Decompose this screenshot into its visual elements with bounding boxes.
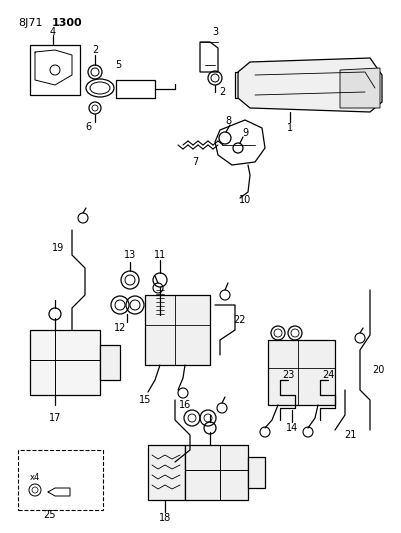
Text: 3: 3 [212,27,218,37]
Polygon shape [340,68,380,108]
Text: 6: 6 [85,122,91,132]
Text: 4: 4 [50,27,56,37]
Text: 21: 21 [344,430,356,440]
Text: 13: 13 [124,250,136,260]
Text: 22: 22 [234,315,246,325]
Text: 20: 20 [372,365,384,375]
Text: 24: 24 [322,370,334,380]
Text: 15: 15 [139,395,151,405]
Text: 2: 2 [92,45,98,55]
Text: 12: 12 [114,323,126,333]
Text: 19: 19 [52,243,64,253]
Text: 25: 25 [44,510,56,520]
Polygon shape [238,58,382,112]
Text: 23: 23 [282,370,294,380]
Polygon shape [268,340,335,405]
Text: 10: 10 [239,195,251,205]
Polygon shape [100,345,120,380]
Text: 5: 5 [115,60,121,70]
Text: 11: 11 [154,250,166,260]
Text: 16: 16 [179,400,191,410]
Polygon shape [248,457,265,488]
Polygon shape [30,330,100,395]
Text: 1: 1 [287,123,293,133]
Text: 14: 14 [286,423,298,433]
Text: 8: 8 [225,116,231,126]
Polygon shape [185,445,248,500]
Text: 9: 9 [242,128,248,138]
Text: 2: 2 [219,87,225,97]
Polygon shape [148,445,185,500]
Bar [18,450,103,510]
Text: 18: 18 [159,513,171,523]
Text: 1300: 1300 [52,18,83,28]
Text: 7: 7 [192,157,198,167]
Polygon shape [145,295,210,365]
Text: 8J71: 8J71 [18,18,43,28]
Text: x4: x4 [30,473,40,482]
Text: 17: 17 [49,413,61,423]
